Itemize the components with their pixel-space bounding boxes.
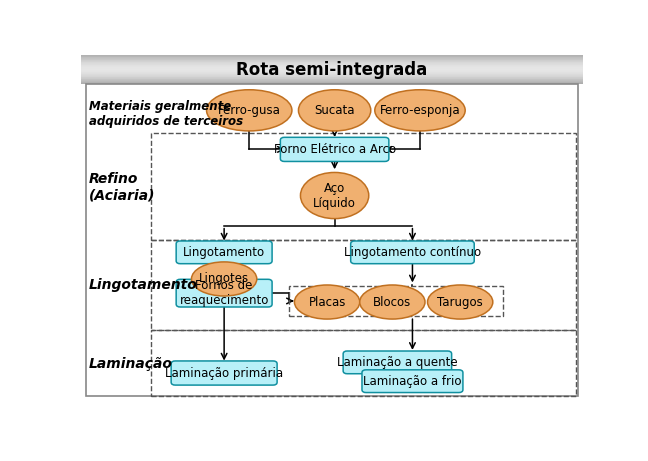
FancyBboxPatch shape (176, 279, 272, 307)
Bar (290, 286, 503, 316)
Text: Ferro-gusa: Ferro-gusa (218, 104, 281, 117)
Text: Fornos de
reaquecimento: Fornos de reaquecimento (179, 279, 269, 307)
Text: Lingotamento contínuo: Lingotamento contínuo (344, 246, 481, 259)
Text: Sucata: Sucata (314, 104, 355, 117)
Bar (81, 78, 583, 79)
Ellipse shape (192, 262, 257, 296)
Bar (81, 77, 583, 78)
Bar (151, 133, 575, 240)
Bar (81, 81, 583, 82)
Bar (81, 66, 583, 67)
Bar (81, 72, 583, 73)
Bar (81, 74, 583, 75)
Text: Laminação a frio: Laminação a frio (363, 375, 462, 388)
Bar (81, 61, 583, 62)
Text: Refino
(Aciaria): Refino (Aciaria) (89, 172, 155, 202)
Ellipse shape (294, 285, 360, 319)
FancyBboxPatch shape (281, 137, 389, 161)
Bar (81, 71, 583, 72)
Text: Laminação primária: Laminação primária (165, 366, 283, 379)
Text: Laminação: Laminação (89, 357, 172, 371)
Bar (81, 57, 583, 58)
Ellipse shape (360, 285, 425, 319)
Text: Materiais geralmente
adquiridos de terceiros: Materiais geralmente adquiridos de terce… (89, 100, 242, 128)
Bar (81, 55, 583, 84)
Bar (81, 59, 583, 60)
Bar (81, 73, 583, 74)
Bar (81, 64, 583, 65)
Bar (151, 240, 575, 331)
Bar (81, 69, 583, 70)
Text: Lingotes: Lingotes (199, 272, 249, 285)
Text: Forno Elétrico a Arco: Forno Elétrico a Arco (273, 143, 396, 156)
Bar (81, 83, 583, 84)
Ellipse shape (207, 90, 292, 131)
Ellipse shape (299, 90, 371, 131)
Bar (81, 80, 583, 81)
Ellipse shape (301, 172, 369, 219)
Bar (81, 56, 583, 57)
Ellipse shape (375, 90, 465, 131)
FancyBboxPatch shape (362, 370, 463, 393)
Text: Lingotamento: Lingotamento (183, 246, 265, 259)
Bar (81, 76, 583, 77)
Text: Aço
Líquido: Aço Líquido (313, 182, 356, 210)
Text: Lingotamento: Lingotamento (89, 278, 197, 292)
Bar (81, 63, 583, 64)
Bar (81, 79, 583, 80)
Bar (81, 70, 583, 71)
Text: Placas: Placas (308, 296, 346, 308)
Bar (86, 84, 578, 396)
FancyBboxPatch shape (171, 361, 277, 385)
Bar (81, 55, 583, 56)
Ellipse shape (428, 285, 493, 319)
Bar (81, 60, 583, 61)
Text: Laminação a quente: Laminação a quente (337, 356, 457, 369)
Text: Ferro-esponja: Ferro-esponja (380, 104, 460, 117)
Text: Rota semi-integrada: Rota semi-integrada (237, 60, 428, 78)
FancyBboxPatch shape (343, 351, 452, 374)
Text: Blocos: Blocos (373, 296, 411, 308)
Bar (81, 65, 583, 66)
Bar (81, 62, 583, 63)
Bar (81, 82, 583, 83)
FancyBboxPatch shape (351, 241, 474, 264)
Bar (81, 75, 583, 76)
Bar (81, 67, 583, 68)
Text: Tarugos: Tarugos (437, 296, 483, 308)
Bar (81, 68, 583, 69)
FancyBboxPatch shape (176, 241, 272, 264)
Bar (151, 331, 575, 396)
Bar (81, 58, 583, 59)
